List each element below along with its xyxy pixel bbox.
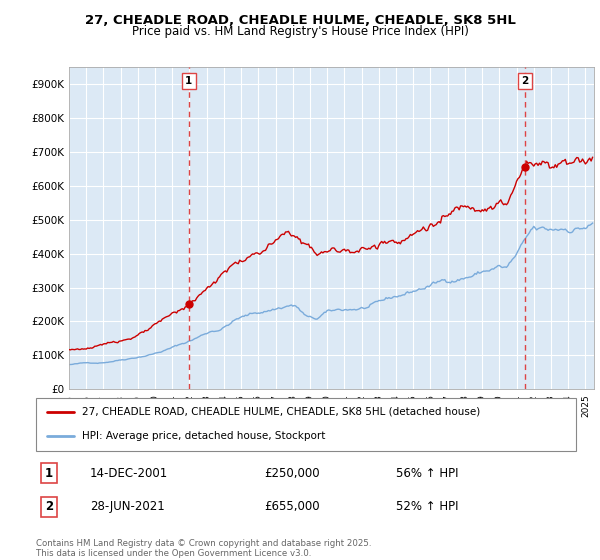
Text: £655,000: £655,000 — [264, 500, 320, 514]
Text: Contains HM Land Registry data © Crown copyright and database right 2025.
This d: Contains HM Land Registry data © Crown c… — [36, 539, 371, 558]
Text: 52% ↑ HPI: 52% ↑ HPI — [396, 500, 458, 514]
Text: 2: 2 — [521, 76, 529, 86]
Text: HPI: Average price, detached house, Stockport: HPI: Average price, detached house, Stoc… — [82, 431, 325, 441]
Text: 28-JUN-2021: 28-JUN-2021 — [90, 500, 165, 514]
Text: £250,000: £250,000 — [264, 466, 320, 480]
Text: 1: 1 — [185, 76, 193, 86]
Text: 1: 1 — [45, 466, 53, 480]
Text: 27, CHEADLE ROAD, CHEADLE HULME, CHEADLE, SK8 5HL (detached house): 27, CHEADLE ROAD, CHEADLE HULME, CHEADLE… — [82, 407, 480, 417]
Text: 27, CHEADLE ROAD, CHEADLE HULME, CHEADLE, SK8 5HL: 27, CHEADLE ROAD, CHEADLE HULME, CHEADLE… — [85, 14, 515, 27]
Text: 56% ↑ HPI: 56% ↑ HPI — [396, 466, 458, 480]
Text: Price paid vs. HM Land Registry's House Price Index (HPI): Price paid vs. HM Land Registry's House … — [131, 25, 469, 38]
Text: 14-DEC-2001: 14-DEC-2001 — [90, 466, 168, 480]
Text: 2: 2 — [45, 500, 53, 514]
